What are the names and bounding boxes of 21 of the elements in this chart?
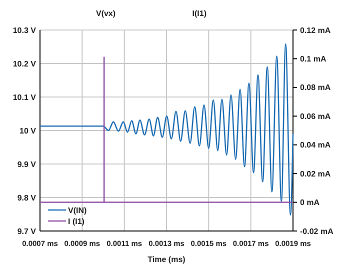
y-tick-label: 10.1 V — [12, 92, 37, 102]
text: I(I1) — [192, 9, 207, 18]
x-axis-title: Time (ms) — [148, 255, 186, 264]
y-tick-label: 9.8 V — [17, 193, 37, 202]
y-tick-label: 9.9 V — [17, 160, 37, 169]
y2-tick-label: 0 mA — [300, 198, 320, 208]
y2-tick-label: 0.06 mA — [300, 112, 331, 121]
y2-tick-label: -0.02 mA — [300, 226, 334, 236]
y-tick-label: 10.3 V — [12, 26, 37, 35]
y2-tick-label: 0.12 mA — [300, 26, 331, 35]
y2-tick-label: 0.02 mA — [300, 169, 331, 178]
legend-label: V(IN) — [68, 206, 87, 215]
y2-tick-label: 0.08 mA — [300, 83, 331, 92]
y2-tick-label: 0.1 mA — [300, 54, 326, 64]
y-tick-label: 9.7 V — [17, 226, 37, 236]
y-tick-label: 10 V — [20, 126, 37, 136]
legend-label: I (I1) — [68, 216, 85, 226]
y2-tick-label: 0.04 mA — [300, 140, 331, 150]
line-series — [39, 43, 294, 216]
text: V(vx) — [96, 9, 116, 18]
y-tick-label: 10.2 V — [12, 59, 37, 68]
